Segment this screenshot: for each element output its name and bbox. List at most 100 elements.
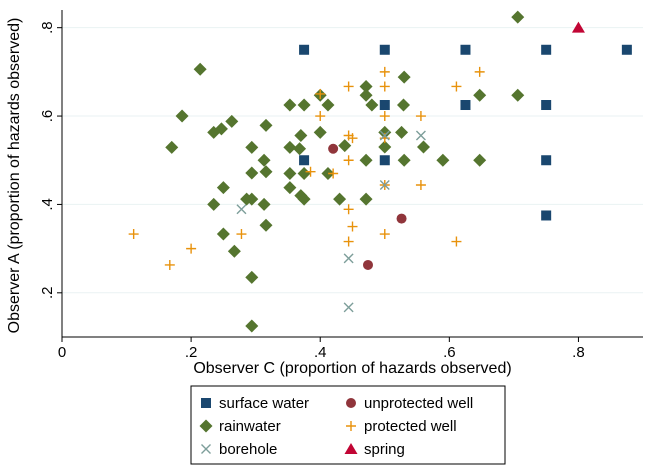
point-rainwater [207,125,221,139]
legend-marker-borehole [201,444,211,454]
point-rainwater [321,167,335,180]
point-rainwater [245,192,259,206]
point-surface-water [541,44,552,55]
point-rainwater [359,79,373,93]
point-rainwater [359,192,373,206]
point-rainwater [511,10,525,24]
point-rainwater [313,125,327,139]
point-protected-well [343,155,354,166]
point-rainwater [473,88,487,102]
x-tick-label: .2 [185,344,198,361]
point-surface-water [541,210,552,221]
point-rainwater [259,165,273,179]
point-protected-well [379,229,390,240]
point-protected-well [186,243,197,254]
point-borehole [379,179,390,190]
point-rainwater [365,98,379,112]
point-rainwater [259,218,273,232]
point-protected-well [343,236,354,247]
grid-lines [62,27,643,294]
point-rainwater [396,98,410,112]
point-protected-well [379,81,390,92]
point-surface-water [379,100,390,111]
point-surface-water [460,100,471,111]
point-protected-well [415,111,426,122]
point-borehole [236,204,247,215]
point-rainwater [397,70,411,84]
point-protected-well [451,81,462,92]
point-protected-well [343,81,354,92]
point-rainwater [359,88,373,102]
point-protected-well [451,236,462,247]
axes [57,10,643,342]
point-rainwater [245,166,259,180]
point-surface-water [541,100,552,111]
x-tick-label: .4 [314,344,327,361]
point-rainwater [293,142,307,156]
point-protected-well [347,221,358,232]
point-protected-well [128,229,139,240]
x-tick-label: 0 [58,344,66,361]
point-rainwater [257,153,271,167]
point-surface-water [299,155,310,166]
point-rainwater [207,197,221,211]
point-borehole [415,130,426,141]
y-tick-label: .6 [39,110,56,123]
point-rainwater [397,153,411,167]
point-borehole [379,130,390,141]
point-rainwater [283,181,297,195]
point-rainwater [294,128,308,142]
point-surface-water [460,44,471,55]
legend-label-rainwater: rainwater [219,418,281,435]
point-protected-well [343,204,354,215]
legend: surface water unprotected well rainwater pr… [190,385,506,465]
point-rainwater [283,167,297,180]
legend-marker-rainwater [199,419,213,433]
point-rainwater [245,319,259,333]
point-rainwater [175,109,189,123]
point-protected-well [347,133,358,144]
point-rainwater [338,139,352,153]
point-protected-well [236,229,247,240]
legend-label-unprotected-well: unprotected well [364,395,473,412]
legend-marker-unprotected-well [346,398,356,408]
point-protected-well [315,88,326,99]
point-protected-well [315,111,326,122]
y-axis-label: Observer A (proportion of hazards observ… [6,18,23,334]
point-borehole [343,253,354,264]
y-tick-label: .8 [39,21,56,34]
point-borehole [343,302,354,313]
point-unprotected-well [396,213,407,224]
point-rainwater [378,125,392,139]
point-rainwater [297,192,311,206]
point-rainwater [259,118,273,132]
tick-labels: .2 .4 .6 .8 0 .2 .4 .6 .8 [39,21,585,361]
legend-marker-spring [344,443,358,454]
point-surface-water [621,44,632,55]
x-tick-label: .6 [443,344,456,361]
point-surface-water [379,155,390,166]
point-protected-well [328,168,339,179]
point-unprotected-well [362,259,373,270]
point-rainwater [417,140,431,154]
point-surface-water [541,155,552,166]
legend-marker-surface-water [201,398,211,408]
legend-marker-protected-well [346,421,356,431]
point-rainwater [245,140,259,154]
point-surface-water [299,44,310,55]
point-protected-well [415,179,426,190]
point-spring [571,21,585,33]
y-tick-label: .2 [39,287,56,300]
point-rainwater [227,244,241,258]
legend-label-spring: spring [364,441,405,458]
point-rainwater [216,227,230,241]
point-protected-well [305,166,316,177]
point-protected-well [379,66,390,77]
point-rainwater [245,270,259,284]
point-unprotected-well [328,143,339,154]
point-rainwater [511,88,525,102]
point-rainwater [165,140,179,154]
legend-label-borehole: borehole [219,441,277,458]
point-rainwater [436,153,450,167]
